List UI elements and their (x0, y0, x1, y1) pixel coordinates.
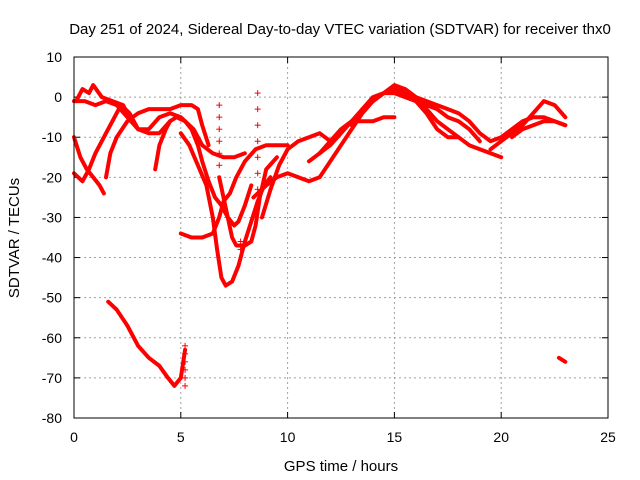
chart-title: Day 251 of 2024, Sidereal Day-to-day VTE… (69, 21, 611, 38)
data-point (216, 162, 223, 169)
data-point (182, 366, 189, 373)
data-series-track-10 (260, 131, 333, 220)
data-series-track-7 (178, 143, 290, 240)
x-tick-label: 25 (600, 429, 616, 445)
plot-area (72, 83, 568, 389)
x-axis-label: GPS time / hours (284, 458, 398, 475)
data-point (216, 114, 223, 121)
data-series-track-16 (488, 99, 568, 152)
data-point (237, 238, 244, 245)
y-tick-label: -20 (42, 169, 62, 185)
y-tick-label: -70 (42, 370, 62, 386)
y-tick-label: -40 (42, 250, 62, 266)
x-tick-label: 0 (70, 429, 78, 445)
data-point (254, 170, 261, 177)
x-tick-label: 20 (493, 429, 509, 445)
data-series-track-17 (509, 119, 568, 140)
data-point (254, 106, 261, 113)
data-point (254, 90, 261, 97)
data-series-track-1 (72, 135, 106, 196)
data-series-track-12 (307, 91, 504, 164)
y-tick-label: -80 (42, 410, 62, 426)
data-point (254, 122, 261, 129)
x-tick-label: 5 (177, 429, 185, 445)
data-point (182, 382, 189, 389)
data-point (182, 342, 189, 349)
tick-labels: 0 5 10 15 20 25 10 0 -10 -20 -30 -40 -50 -60 -70 -80 (42, 49, 616, 445)
plot-frame (73, 56, 609, 419)
data-point (216, 150, 223, 157)
data-point (237, 246, 244, 253)
data-series-track-8 (178, 131, 273, 288)
y-tick-label: -10 (42, 129, 62, 145)
data-point (254, 186, 261, 193)
data-point (254, 154, 261, 161)
data-series-track-13 (317, 115, 397, 156)
data-point (182, 358, 189, 365)
data-point (216, 138, 223, 145)
x-tick-label: 15 (387, 429, 403, 445)
y-tick-label: -30 (42, 209, 62, 225)
data-point (254, 138, 261, 145)
y-tick-label: -60 (42, 330, 62, 346)
y-tick-label: -50 (42, 290, 62, 306)
data-point (182, 350, 189, 357)
y-tick-label: 10 (46, 49, 62, 65)
data-series-track-15 (392, 87, 568, 144)
data-series-track-3 (74, 83, 247, 160)
y-axis-label: SDTVAR / TECUs (6, 178, 23, 298)
data-series-track-19 (556, 355, 568, 364)
data-series-track-6 (153, 115, 254, 228)
x-tick-label: 10 (280, 429, 296, 445)
y-tick-label: 0 (54, 89, 62, 105)
data-point (216, 126, 223, 133)
data-series-track-14 (349, 87, 461, 140)
data-series-track-4 (104, 103, 211, 180)
data-point (216, 102, 223, 109)
data-point (182, 374, 189, 381)
data-series-track-18 (106, 299, 188, 388)
data-series-track-5 (72, 99, 173, 136)
